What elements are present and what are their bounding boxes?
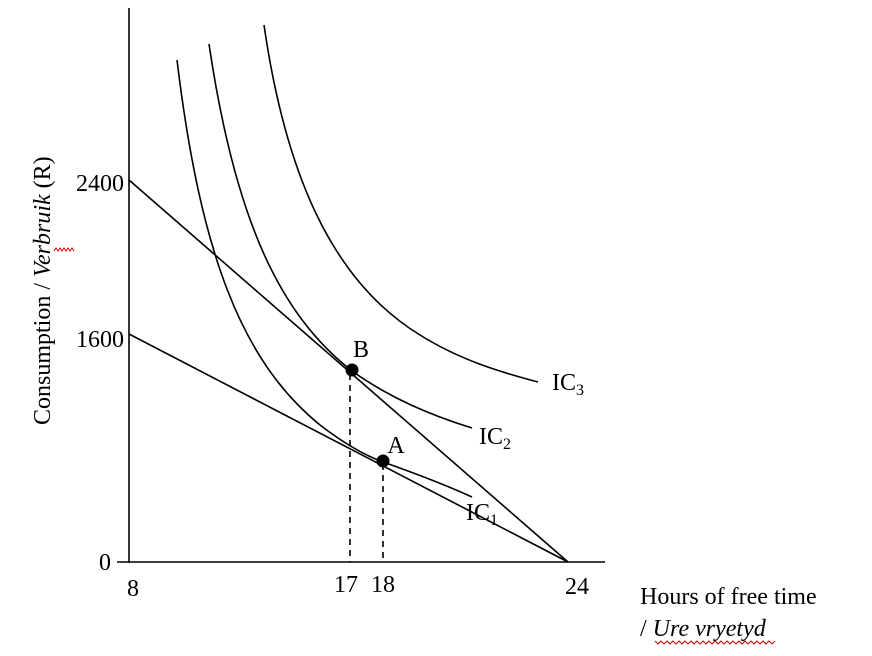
y-tick-2400: 2400 <box>76 171 124 197</box>
y-tick-1600: 1600 <box>76 327 124 353</box>
budget-line-low <box>128 333 569 563</box>
x-tick-8: 8 <box>127 576 139 602</box>
x-tick-18: 18 <box>371 572 395 598</box>
spellcheck-underline-x <box>654 640 776 645</box>
indifference-curve-ic1 <box>176 59 473 498</box>
spellcheck-underline-y <box>53 247 75 252</box>
x-axis-label-line2: / Ure vryetyd <box>640 616 767 642</box>
indifference-curve-ic2 <box>208 43 473 429</box>
point-a <box>376 454 390 468</box>
point-b <box>345 363 359 377</box>
x-tick-17: 17 <box>334 572 358 598</box>
ic3-label: IC3 <box>552 370 584 399</box>
x-tick-24: 24 <box>565 574 589 600</box>
indifference-curve-ic3 <box>263 24 539 383</box>
y-tick-0: 0 <box>99 550 111 576</box>
ic1-label: IC1 <box>466 500 498 529</box>
y-axis-label: Consumption / Verbruik (R) <box>30 156 56 425</box>
ic2-label: IC2 <box>479 424 511 453</box>
x-axis-label-line1: Hours of free time <box>640 584 817 610</box>
point-b-label: B <box>353 337 369 363</box>
point-a-label: A <box>387 433 405 459</box>
